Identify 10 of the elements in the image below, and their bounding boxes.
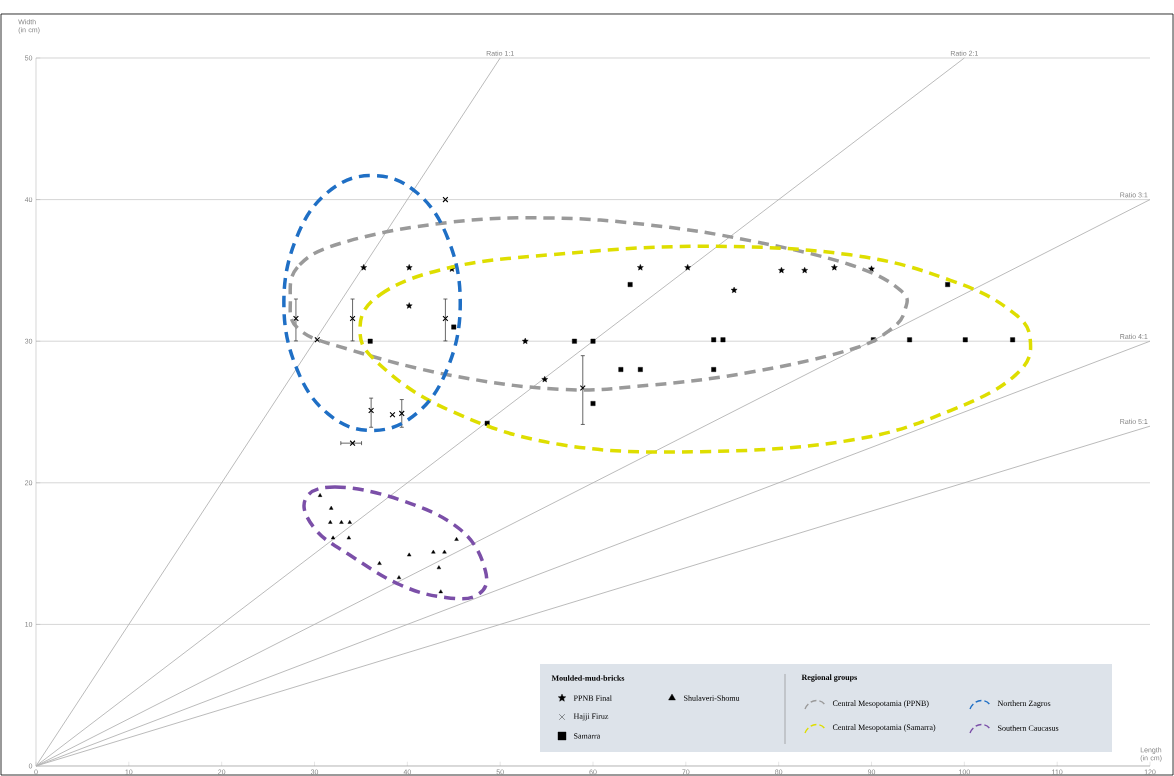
annotation: Central Mesopotamia (PPNB) [832, 700, 929, 708]
annotation: Regional groups [801, 674, 857, 682]
legend-label: PPNB Final [573, 695, 612, 701]
annotation: Central Mesopotamia (Samarra) [832, 724, 936, 732]
annotation: Northern Zagros [997, 700, 1051, 708]
legend-title: Moulded-mud-bricks [551, 675, 625, 681]
legend-label: Samarra [574, 733, 601, 739]
legend-label: Hajji Firuz [573, 713, 609, 721]
legend-label: Shulaveri-Shomu [684, 695, 740, 701]
annotation: Southern Caucasus [998, 725, 1059, 731]
